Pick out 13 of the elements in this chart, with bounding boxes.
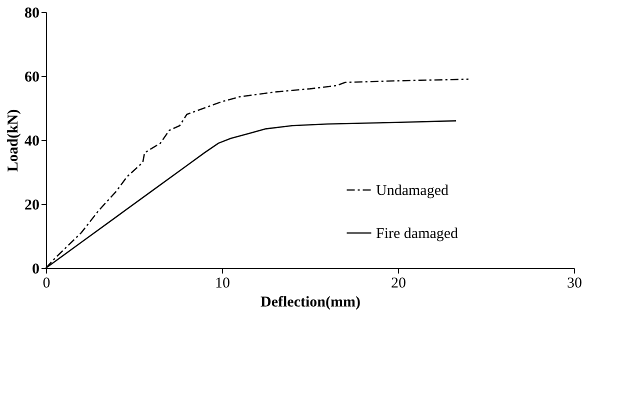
x-tick-label: 30	[567, 276, 582, 292]
y-tick-label: 60	[24, 70, 40, 86]
x-tick-label: 0	[42, 276, 50, 292]
x-tick-label: 10	[215, 276, 230, 292]
y-tick-label: 80	[24, 6, 40, 22]
x-tick-label: 20	[391, 276, 406, 292]
y-axis-title: Load(kN)	[6, 109, 22, 172]
legend-label: Fire damaged	[376, 226, 459, 242]
y-tick-label: 40	[24, 134, 40, 150]
legend-label: Undamaged	[376, 183, 449, 199]
x-axis-title: Deflection(mm)	[260, 294, 360, 310]
y-tick-label: 0	[32, 262, 40, 278]
y-tick-label: 20	[24, 198, 40, 214]
